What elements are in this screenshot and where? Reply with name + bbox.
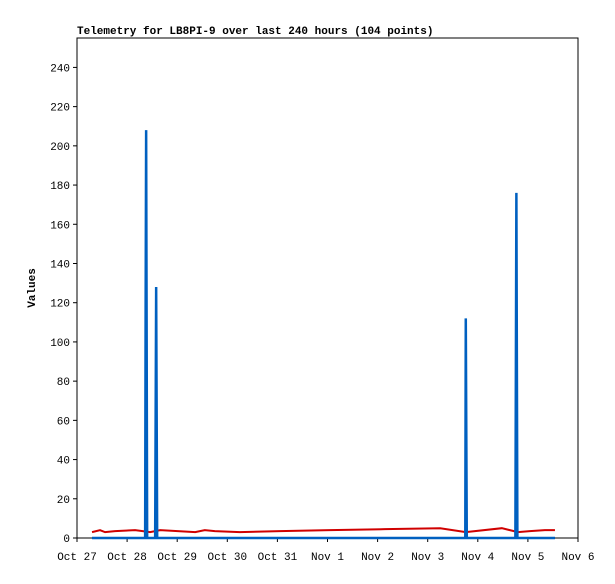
x-tick-label: Nov 6	[561, 552, 594, 564]
y-tick-label: 0	[63, 534, 70, 546]
y-tick-label: 80	[57, 377, 70, 389]
y-tick-label: 40	[57, 456, 70, 468]
series-line	[92, 130, 555, 540]
y-tick-label: 100	[50, 338, 70, 350]
y-tick-label: 200	[50, 142, 70, 154]
y-tick-label: 140	[50, 259, 70, 271]
x-tick-label: Nov 1	[311, 552, 344, 564]
y-tick-label: 240	[50, 63, 70, 75]
x-tick-label: Oct 28	[107, 552, 147, 564]
x-tick-label: Nov 5	[511, 552, 544, 564]
x-tick-label: Nov 3	[411, 552, 444, 564]
y-tick-label: 180	[50, 181, 70, 193]
y-tick-label: 220	[50, 103, 70, 115]
y-tick-label: 60	[57, 416, 70, 428]
x-tick-label: Nov 4	[461, 552, 494, 564]
y-tick-label: 160	[50, 220, 70, 232]
x-tick-label: Nov 2	[361, 552, 394, 564]
x-tick-label: Oct 30	[207, 552, 247, 564]
x-tick-label: Oct 29	[157, 552, 197, 564]
series-line	[91, 527, 555, 534]
y-tick-label: 20	[57, 495, 70, 507]
y-tick-label: 120	[50, 299, 70, 311]
x-tick-label: Oct 31	[258, 552, 298, 564]
y-axis-label: Values	[27, 268, 39, 308]
x-tick-label: Oct 27	[57, 552, 97, 564]
chart-title: Telemetry for LB8PI-9 over last 240 hour…	[77, 26, 433, 38]
